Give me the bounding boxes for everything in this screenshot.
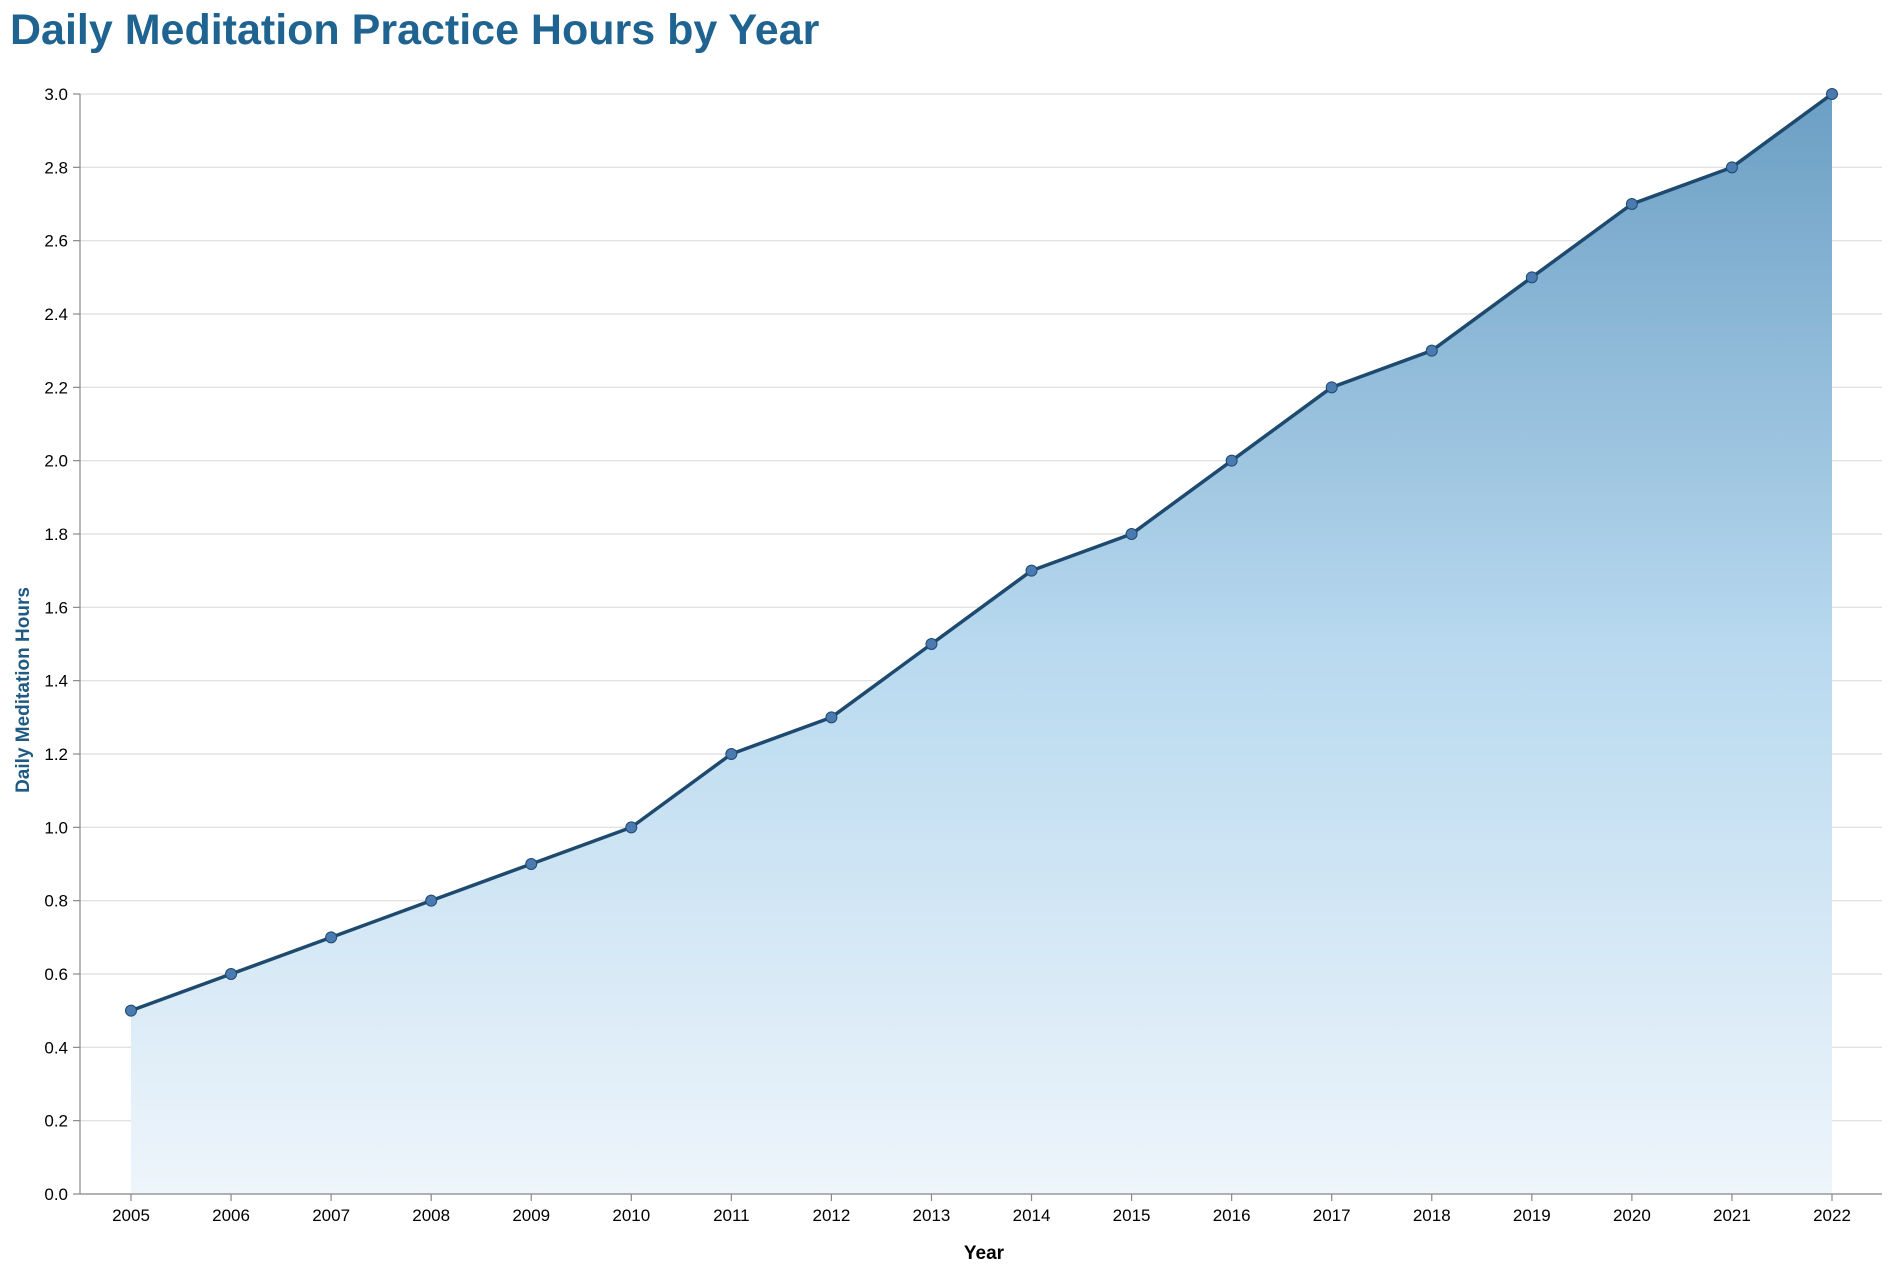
y-tick-label: 1.0	[44, 818, 68, 837]
data-point	[1725, 161, 1738, 174]
area-layer	[131, 94, 1832, 1194]
data-point	[1325, 381, 1338, 394]
data-point	[725, 748, 738, 760]
x-tick-label: 2013	[913, 1206, 951, 1225]
tick-labels: 0.0 0.2 0.4 0.6 0.8 1.0 1.2 1.4 1.6 1.8 2.0 2.2 2.4 2…	[44, 85, 1851, 1225]
x-tick-label: 2006	[212, 1206, 250, 1225]
data-points	[125, 88, 1838, 1017]
x-tick-label: 2005	[112, 1206, 150, 1225]
data-point	[325, 931, 338, 944]
data-point	[525, 858, 538, 870]
data-point	[1826, 88, 1838, 100]
data-point	[925, 638, 938, 650]
x-tick-label: 2020	[1613, 1206, 1651, 1225]
series-line-layer	[129, 92, 1834, 1013]
x-tick-label: 2010	[612, 1206, 650, 1225]
x-tick-label: 2012	[812, 1206, 850, 1225]
x-tick-label: 2019	[1513, 1206, 1551, 1225]
y-tick-label: 2.8	[44, 158, 68, 177]
data-point	[1225, 454, 1238, 467]
x-tick-label: 2016	[1213, 1206, 1251, 1225]
data-point	[625, 821, 638, 834]
x-tick-label: 2021	[1713, 1206, 1751, 1225]
data-point	[425, 894, 438, 907]
y-tick-label: 0.0	[44, 1185, 68, 1204]
data-point	[1425, 344, 1438, 357]
data-point	[1025, 564, 1038, 577]
data-point	[1125, 528, 1138, 540]
data-point	[1525, 271, 1538, 284]
series-area	[131, 94, 1832, 1194]
y-tick-label: 1.4	[44, 672, 68, 691]
x-tick-label: 2011	[713, 1206, 750, 1225]
x-tick-label: 2018	[1413, 1206, 1451, 1225]
x-tick-label: 2017	[1313, 1206, 1351, 1225]
data-point	[1625, 198, 1638, 210]
x-tick-label: 2007	[312, 1206, 350, 1225]
x-axis-title: Year	[964, 1243, 1005, 1264]
y-tick-label: 2.0	[44, 452, 68, 471]
x-tick-label: 2015	[1113, 1206, 1151, 1225]
x-tick-label: 2022	[1813, 1206, 1851, 1225]
y-tick-label: 1.8	[44, 525, 68, 544]
x-tick-label: 2009	[512, 1206, 550, 1225]
y-tick-label: 3.0	[44, 85, 68, 104]
y-tick-label: 0.6	[44, 965, 68, 984]
y-tick-label: 2.4	[44, 305, 68, 324]
y-axis-title: Daily Meditation Hours	[13, 587, 34, 793]
axes	[73, 93, 1882, 1201]
y-tick-label: 1.2	[44, 745, 68, 764]
y-tick-label: 0.8	[44, 892, 68, 911]
x-tick-label: 2008	[412, 1206, 450, 1225]
data-point	[125, 1004, 137, 1017]
x-tick-label: 2014	[1013, 1206, 1051, 1225]
chart-title: Daily Meditation Practice Hours by Year	[10, 6, 820, 54]
y-tick-label: 0.2	[44, 1112, 68, 1131]
y-tick-label: 2.6	[44, 232, 68, 251]
data-point	[825, 711, 838, 724]
y-tick-label: 1.6	[44, 598, 68, 617]
data-point	[225, 968, 238, 980]
series-line	[129, 92, 1834, 1013]
y-tick-label: 0.4	[44, 1038, 68, 1057]
y-tick-label: 2.2	[44, 378, 68, 397]
